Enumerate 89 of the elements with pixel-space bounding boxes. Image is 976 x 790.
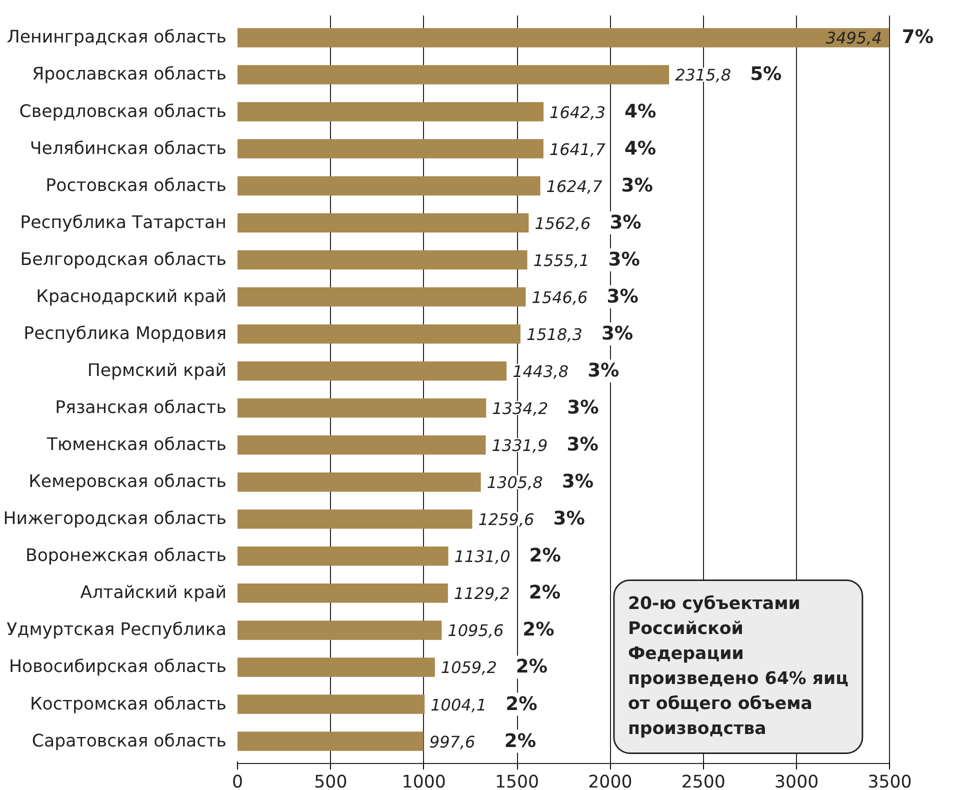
annotation: 3%	[567, 398, 600, 419]
text: 7%	[902, 27, 934, 48]
bar	[238, 472, 481, 492]
data-label: 1059,2	[440, 658, 497, 678]
y-tick-label: Нижегородская область	[3, 509, 227, 530]
x-tick-label: 500	[314, 772, 348, 790]
y-tick-label: Краснодарский край	[36, 286, 227, 307]
bar	[238, 139, 544, 158]
bar	[238, 509, 472, 529]
annotation: 2%	[522, 620, 555, 641]
annotation: 4%	[624, 101, 657, 122]
y-tick-label: Костромская область	[30, 694, 227, 714]
data-label: 1555,1	[533, 250, 590, 270]
annotation: 5%	[750, 64, 782, 86]
y-tick-label: Саратовская область	[32, 731, 227, 752]
x-tick-label: 2500	[681, 772, 726, 790]
annotation: 4%	[624, 138, 656, 160]
data-label: 3495,4	[826, 28, 882, 48]
data-label: 1443,8	[512, 362, 569, 381]
data-label: 1305,8	[486, 473, 543, 492]
y-tick-label: Тюменская область	[46, 435, 226, 456]
data-label: 1546,6	[532, 288, 588, 307]
x-tick-label: 3500	[868, 772, 912, 790]
y-tick-label: Ростовская область	[46, 176, 227, 196]
data-label: 1131,0	[454, 547, 510, 566]
y-tick-label: Ярославская область	[32, 64, 227, 85]
y-tick-label: Челябинская область	[30, 138, 227, 159]
annotation: 3%	[566, 434, 599, 456]
y-tick-label: Новосибирская область	[8, 657, 227, 678]
annotation: 3%	[601, 323, 634, 344]
data-label: 1641,7	[549, 140, 606, 159]
annotation: 3%	[608, 249, 640, 270]
annotation: 3%	[562, 472, 594, 493]
bar	[238, 250, 528, 270]
data-label: 1624,7	[546, 176, 604, 196]
bar	[238, 287, 526, 307]
x-tick-label: 3000	[774, 772, 819, 790]
bar	[238, 361, 507, 381]
y-tick-label: Республика Мордовия	[24, 324, 227, 344]
bar	[238, 65, 670, 84]
y-tick-label: Удмуртская Республика	[6, 620, 227, 640]
data-label: 1334,2	[492, 399, 548, 418]
data-label: 1518,3	[526, 324, 582, 344]
data-label: 2315,8	[675, 66, 732, 85]
y-tick-label: Воронежская область	[25, 546, 227, 566]
data-label: 997,6	[429, 732, 476, 752]
x-tick-label: 1500	[494, 772, 540, 790]
data-label: 1095,6	[448, 621, 504, 640]
data-label: 1259,6	[478, 510, 534, 530]
annotation: 20-ю субъектами Российской Федерации произведено 64% яиц от общего объема производства	[628, 594, 849, 740]
annotation: 2%	[504, 730, 536, 752]
bar	[238, 584, 448, 603]
annotation: 3%	[588, 360, 620, 382]
annotation: 2%	[528, 582, 561, 604]
data-label: 1129,2	[454, 584, 510, 604]
bar	[238, 658, 435, 677]
y-tick-label: Республика Татарстан	[20, 212, 227, 233]
bar	[238, 732, 424, 751]
annotation: 2%	[529, 546, 562, 567]
annotation: 3%	[553, 508, 586, 530]
y-tick-label: Алтайский край	[80, 583, 227, 604]
y-tick-label: Рязанская область	[55, 398, 227, 418]
y-tick-label: Пермский край	[87, 360, 227, 381]
y-tick-label: Ленинградская область	[6, 28, 227, 48]
x-tick-label: 2000	[588, 772, 632, 790]
x-tick-label: 1000	[402, 772, 446, 790]
y-tick-label: Кемеровская область	[28, 472, 227, 492]
bar	[238, 398, 486, 418]
data-label: 1004,1	[430, 695, 487, 714]
data-label: 1642,3	[550, 102, 606, 122]
bar	[238, 435, 486, 455]
annotation: 3%	[606, 286, 639, 308]
bar	[238, 28, 889, 48]
bar	[238, 213, 529, 232]
bar	[238, 620, 442, 640]
bar	[238, 324, 520, 344]
bar	[238, 176, 540, 196]
bar	[238, 102, 544, 122]
bar	[238, 546, 448, 566]
y-tick-label: Белгородская область	[20, 250, 227, 270]
bar	[238, 694, 425, 714]
y-tick-label: Свердловская область	[19, 102, 226, 122]
annotation: 2%	[506, 694, 538, 715]
annotation: 3%	[610, 212, 642, 234]
annotation: 3%	[621, 175, 654, 196]
data-label: 1562,6	[534, 214, 591, 233]
data-label: 1331,9	[492, 436, 548, 456]
x-tick-label: 0	[232, 772, 244, 790]
annotation: 2%	[516, 656, 548, 678]
